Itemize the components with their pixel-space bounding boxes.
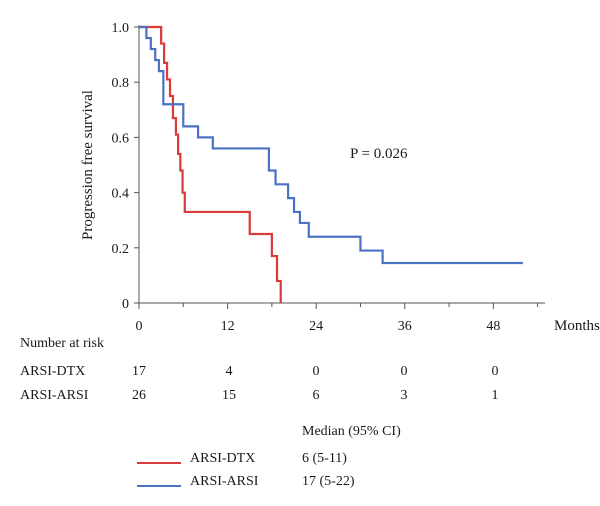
y-tick-label: 1.0 [112, 21, 130, 36]
survival-curve-arsi-dtx [139, 25, 282, 303]
p-value-annotation: P = 0.026 [350, 146, 408, 162]
survival-curves [139, 25, 523, 303]
survival-curve-arsi-arsi [139, 25, 523, 265]
x-tick-label: 36 [398, 319, 412, 330]
x-tick-label: 12 [221, 319, 235, 330]
legend-line-arsi-dtx [137, 462, 181, 464]
risk-cell: 6 [312, 388, 320, 403]
risk-cell: 4 [225, 364, 233, 379]
risk-cell: 1 [491, 388, 499, 403]
risk-cell: 0 [400, 364, 408, 379]
legend-header: Median (95% CI) [302, 424, 401, 439]
legend-line-arsi-arsi [137, 485, 181, 487]
risk-cell: 17 [132, 364, 146, 379]
y-axis-label: Progression free survival [80, 90, 96, 240]
legend-label-arsi-dtx: ARSI-DTX [190, 451, 256, 466]
risk-cell: 15 [222, 388, 236, 403]
y-tick-label: 0.6 [112, 131, 130, 146]
y-tick-label: 0 [122, 297, 129, 312]
risk-row-label-arsi-arsi: ARSI-ARSI [20, 388, 89, 403]
x-tick-label: 48 [486, 319, 500, 330]
legend-label-arsi-arsi: ARSI-ARSI [190, 474, 259, 489]
risk-cell: 0 [491, 364, 499, 379]
x-axis-label: Months [554, 318, 600, 330]
y-tick-label: 0.4 [112, 187, 130, 202]
risk-cell: 3 [400, 388, 408, 403]
legend-median-arsi-arsi: 17 (5-22) [302, 474, 355, 489]
legend-median-arsi-dtx: 6 (5-11) [302, 451, 347, 466]
risk-table-title: Number at risk [20, 336, 104, 351]
axes: 0 0.2 0.4 0.6 0.8 1.0 0 12 24 36 48 [112, 21, 545, 330]
risk-cell: 0 [312, 364, 320, 379]
risk-row-label-arsi-dtx: ARSI-DTX [20, 364, 86, 379]
x-tick-label: 0 [136, 319, 143, 330]
kaplan-meier-chart: 0 0.2 0.4 0.6 0.8 1.0 0 12 24 36 48 Progression fr… [80, 21, 600, 330]
x-tick-label: 24 [309, 319, 323, 330]
y-tick-label: 0.8 [112, 76, 130, 91]
y-tick-label: 0.2 [112, 242, 130, 257]
risk-cell: 26 [132, 388, 146, 403]
